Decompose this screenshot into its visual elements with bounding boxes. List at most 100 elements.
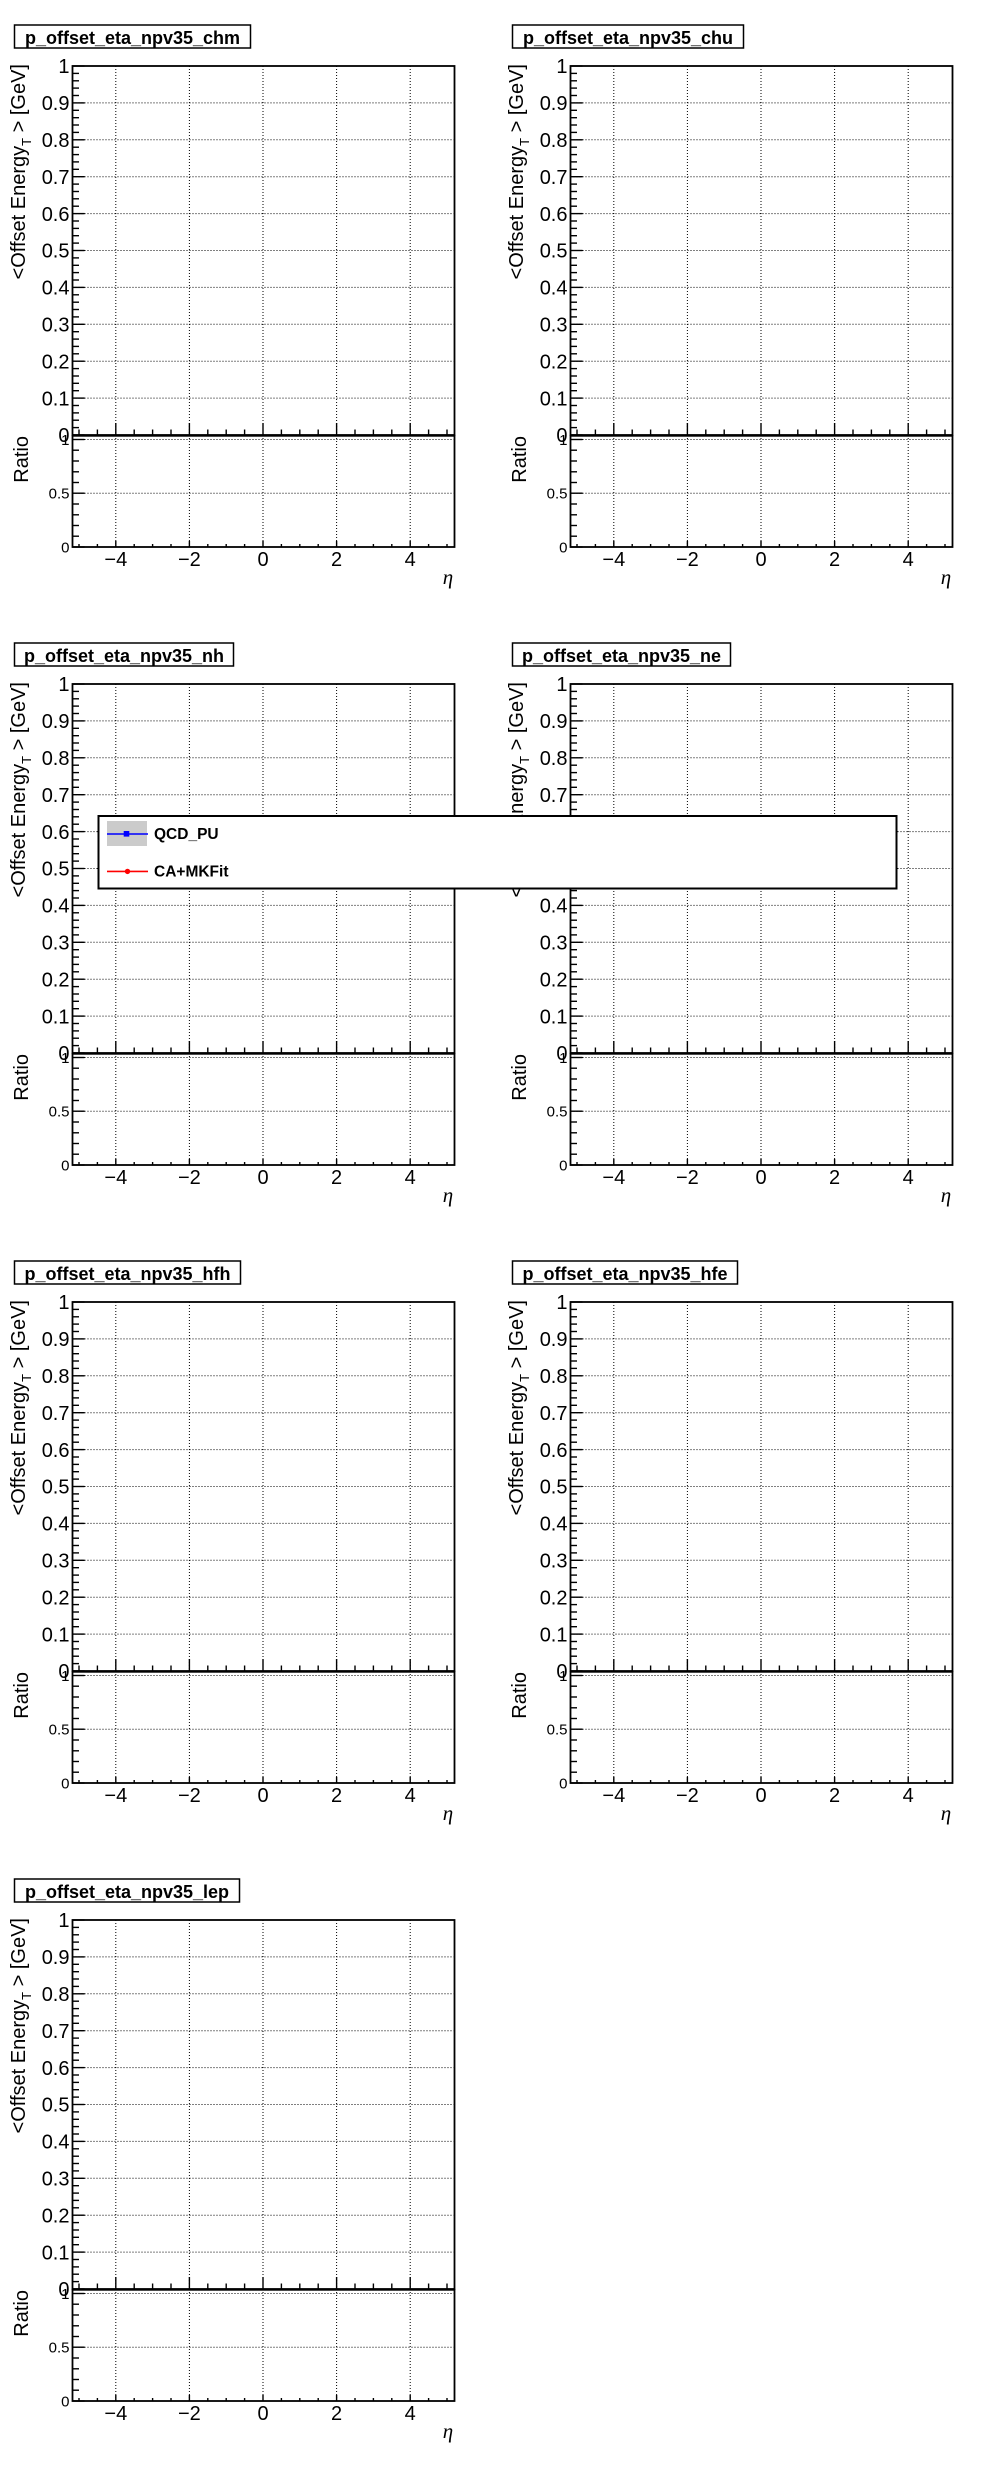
svg-text:0.1: 0.1 bbox=[540, 1006, 568, 1028]
svg-text:2: 2 bbox=[331, 549, 342, 571]
svg-text:0: 0 bbox=[556, 425, 567, 447]
svg-text:0.4: 0.4 bbox=[42, 278, 70, 300]
svg-text:p_offset_eta_npv35_nh: p_offset_eta_npv35_nh bbox=[24, 646, 224, 666]
svg-text:0.6: 0.6 bbox=[42, 1440, 70, 1462]
svg-text:p_offset_eta_npv35_ne: p_offset_eta_npv35_ne bbox=[522, 646, 721, 666]
svg-text:2: 2 bbox=[829, 549, 840, 571]
svg-text:0.2: 0.2 bbox=[540, 1587, 568, 1609]
svg-text:0.1: 0.1 bbox=[42, 388, 70, 410]
svg-text:η: η bbox=[443, 565, 453, 589]
svg-text:−2: −2 bbox=[178, 549, 201, 571]
svg-text:0: 0 bbox=[58, 425, 69, 447]
svg-text:−4: −4 bbox=[104, 2403, 127, 2425]
svg-text:0.2: 0.2 bbox=[42, 2205, 70, 2227]
svg-text:Ratio: Ratio bbox=[509, 1672, 531, 1719]
svg-text:−4: −4 bbox=[104, 1785, 127, 1807]
svg-text:0: 0 bbox=[257, 2403, 268, 2425]
svg-text:4: 4 bbox=[405, 1785, 416, 1807]
svg-text:1: 1 bbox=[58, 674, 69, 696]
svg-text:0: 0 bbox=[559, 1157, 567, 1174]
svg-text:p_offset_eta_npv35_hfe: p_offset_eta_npv35_hfe bbox=[522, 1264, 727, 1284]
svg-text:0.7: 0.7 bbox=[540, 167, 568, 189]
svg-text:0.1: 0.1 bbox=[42, 1006, 70, 1028]
svg-text:4: 4 bbox=[903, 549, 914, 571]
svg-text:Ratio: Ratio bbox=[11, 1672, 33, 1719]
svg-text:<Offset EnergyT > [GeV]: <Offset EnergyT > [GeV] bbox=[8, 1300, 34, 1515]
svg-text:0.5: 0.5 bbox=[42, 241, 70, 263]
svg-text:4: 4 bbox=[903, 1167, 914, 1189]
svg-text:0.7: 0.7 bbox=[42, 785, 70, 807]
svg-text:0: 0 bbox=[58, 1043, 69, 1065]
svg-text:−4: −4 bbox=[104, 1167, 127, 1189]
svg-text:0.5: 0.5 bbox=[547, 1104, 568, 1121]
svg-text:2: 2 bbox=[331, 1167, 342, 1189]
svg-text:1: 1 bbox=[559, 1668, 567, 1685]
svg-text:QCD_PU: QCD_PU bbox=[154, 826, 219, 843]
svg-text:0.3: 0.3 bbox=[540, 933, 568, 955]
svg-text:0.5: 0.5 bbox=[540, 241, 568, 263]
svg-text:0.2: 0.2 bbox=[42, 351, 70, 373]
svg-text:1: 1 bbox=[61, 1668, 69, 1685]
svg-text:0.7: 0.7 bbox=[540, 785, 568, 807]
svg-text:η: η bbox=[443, 2419, 453, 2443]
svg-text:0.5: 0.5 bbox=[547, 1722, 568, 1739]
svg-text:−2: −2 bbox=[676, 549, 699, 571]
svg-text:0.5: 0.5 bbox=[49, 1722, 70, 1739]
svg-text:0.9: 0.9 bbox=[42, 711, 70, 733]
svg-text:0: 0 bbox=[257, 549, 268, 571]
svg-text:0.2: 0.2 bbox=[540, 351, 568, 373]
svg-text:−4: −4 bbox=[602, 549, 625, 571]
svg-text:0.9: 0.9 bbox=[540, 93, 568, 115]
svg-text:0: 0 bbox=[556, 1043, 567, 1065]
svg-text:4: 4 bbox=[405, 549, 416, 571]
svg-text:2: 2 bbox=[331, 2403, 342, 2425]
svg-text:η: η bbox=[443, 1183, 453, 1207]
svg-text:1: 1 bbox=[559, 1050, 567, 1067]
svg-text:0.3: 0.3 bbox=[42, 1551, 70, 1573]
svg-text:0.3: 0.3 bbox=[42, 2169, 70, 2191]
svg-text:0: 0 bbox=[61, 1157, 69, 1174]
svg-text:Ratio: Ratio bbox=[11, 436, 33, 483]
svg-text:0.8: 0.8 bbox=[42, 748, 70, 770]
svg-text:0: 0 bbox=[58, 2279, 69, 2301]
svg-text:4: 4 bbox=[903, 1785, 914, 1807]
svg-text:η: η bbox=[941, 1801, 951, 1825]
svg-text:<Offset EnergyT > [GeV]: <Offset EnergyT > [GeV] bbox=[8, 64, 34, 279]
svg-text:−2: −2 bbox=[676, 1167, 699, 1189]
svg-text:η: η bbox=[941, 1183, 951, 1207]
svg-text:p_offset_eta_npv35_chm: p_offset_eta_npv35_chm bbox=[25, 28, 240, 48]
svg-text:0.5: 0.5 bbox=[42, 1477, 70, 1499]
svg-text:<Offset EnergyT > [GeV]: <Offset EnergyT > [GeV] bbox=[506, 1300, 532, 1515]
svg-text:0.8: 0.8 bbox=[42, 130, 70, 152]
svg-text:1: 1 bbox=[58, 1292, 69, 1314]
svg-text:1: 1 bbox=[556, 56, 567, 78]
svg-text:1: 1 bbox=[61, 1050, 69, 1067]
svg-text:0.8: 0.8 bbox=[42, 1366, 70, 1388]
svg-text:Ratio: Ratio bbox=[509, 1054, 531, 1101]
svg-text:0.5: 0.5 bbox=[49, 2340, 70, 2357]
svg-text:0.2: 0.2 bbox=[42, 1587, 70, 1609]
svg-text:−2: −2 bbox=[178, 1785, 201, 1807]
svg-text:0.6: 0.6 bbox=[42, 204, 70, 226]
svg-text:CA+MKFit: CA+MKFit bbox=[154, 864, 228, 881]
svg-text:4: 4 bbox=[405, 2403, 416, 2425]
svg-text:0.1: 0.1 bbox=[42, 2242, 70, 2264]
svg-text:Ratio: Ratio bbox=[11, 2290, 33, 2337]
svg-text:0: 0 bbox=[755, 1167, 766, 1189]
svg-text:η: η bbox=[941, 565, 951, 589]
svg-text:0: 0 bbox=[559, 539, 567, 556]
svg-text:4: 4 bbox=[405, 1167, 416, 1189]
svg-text:0.8: 0.8 bbox=[42, 1984, 70, 2006]
svg-text:0.9: 0.9 bbox=[540, 711, 568, 733]
svg-text:p_offset_eta_npv35_lep: p_offset_eta_npv35_lep bbox=[25, 1882, 229, 1902]
svg-text:0.6: 0.6 bbox=[42, 2058, 70, 2080]
svg-text:0.1: 0.1 bbox=[42, 1624, 70, 1646]
svg-text:0.4: 0.4 bbox=[540, 278, 568, 300]
svg-text:0.5: 0.5 bbox=[42, 2095, 70, 2117]
svg-text:0.6: 0.6 bbox=[42, 822, 70, 844]
svg-text:0.7: 0.7 bbox=[540, 1403, 568, 1425]
svg-text:p_offset_eta_npv35_hfh: p_offset_eta_npv35_hfh bbox=[24, 1264, 230, 1284]
svg-text:0.4: 0.4 bbox=[540, 896, 568, 918]
svg-text:0.9: 0.9 bbox=[42, 1947, 70, 1969]
svg-text:0: 0 bbox=[61, 539, 69, 556]
